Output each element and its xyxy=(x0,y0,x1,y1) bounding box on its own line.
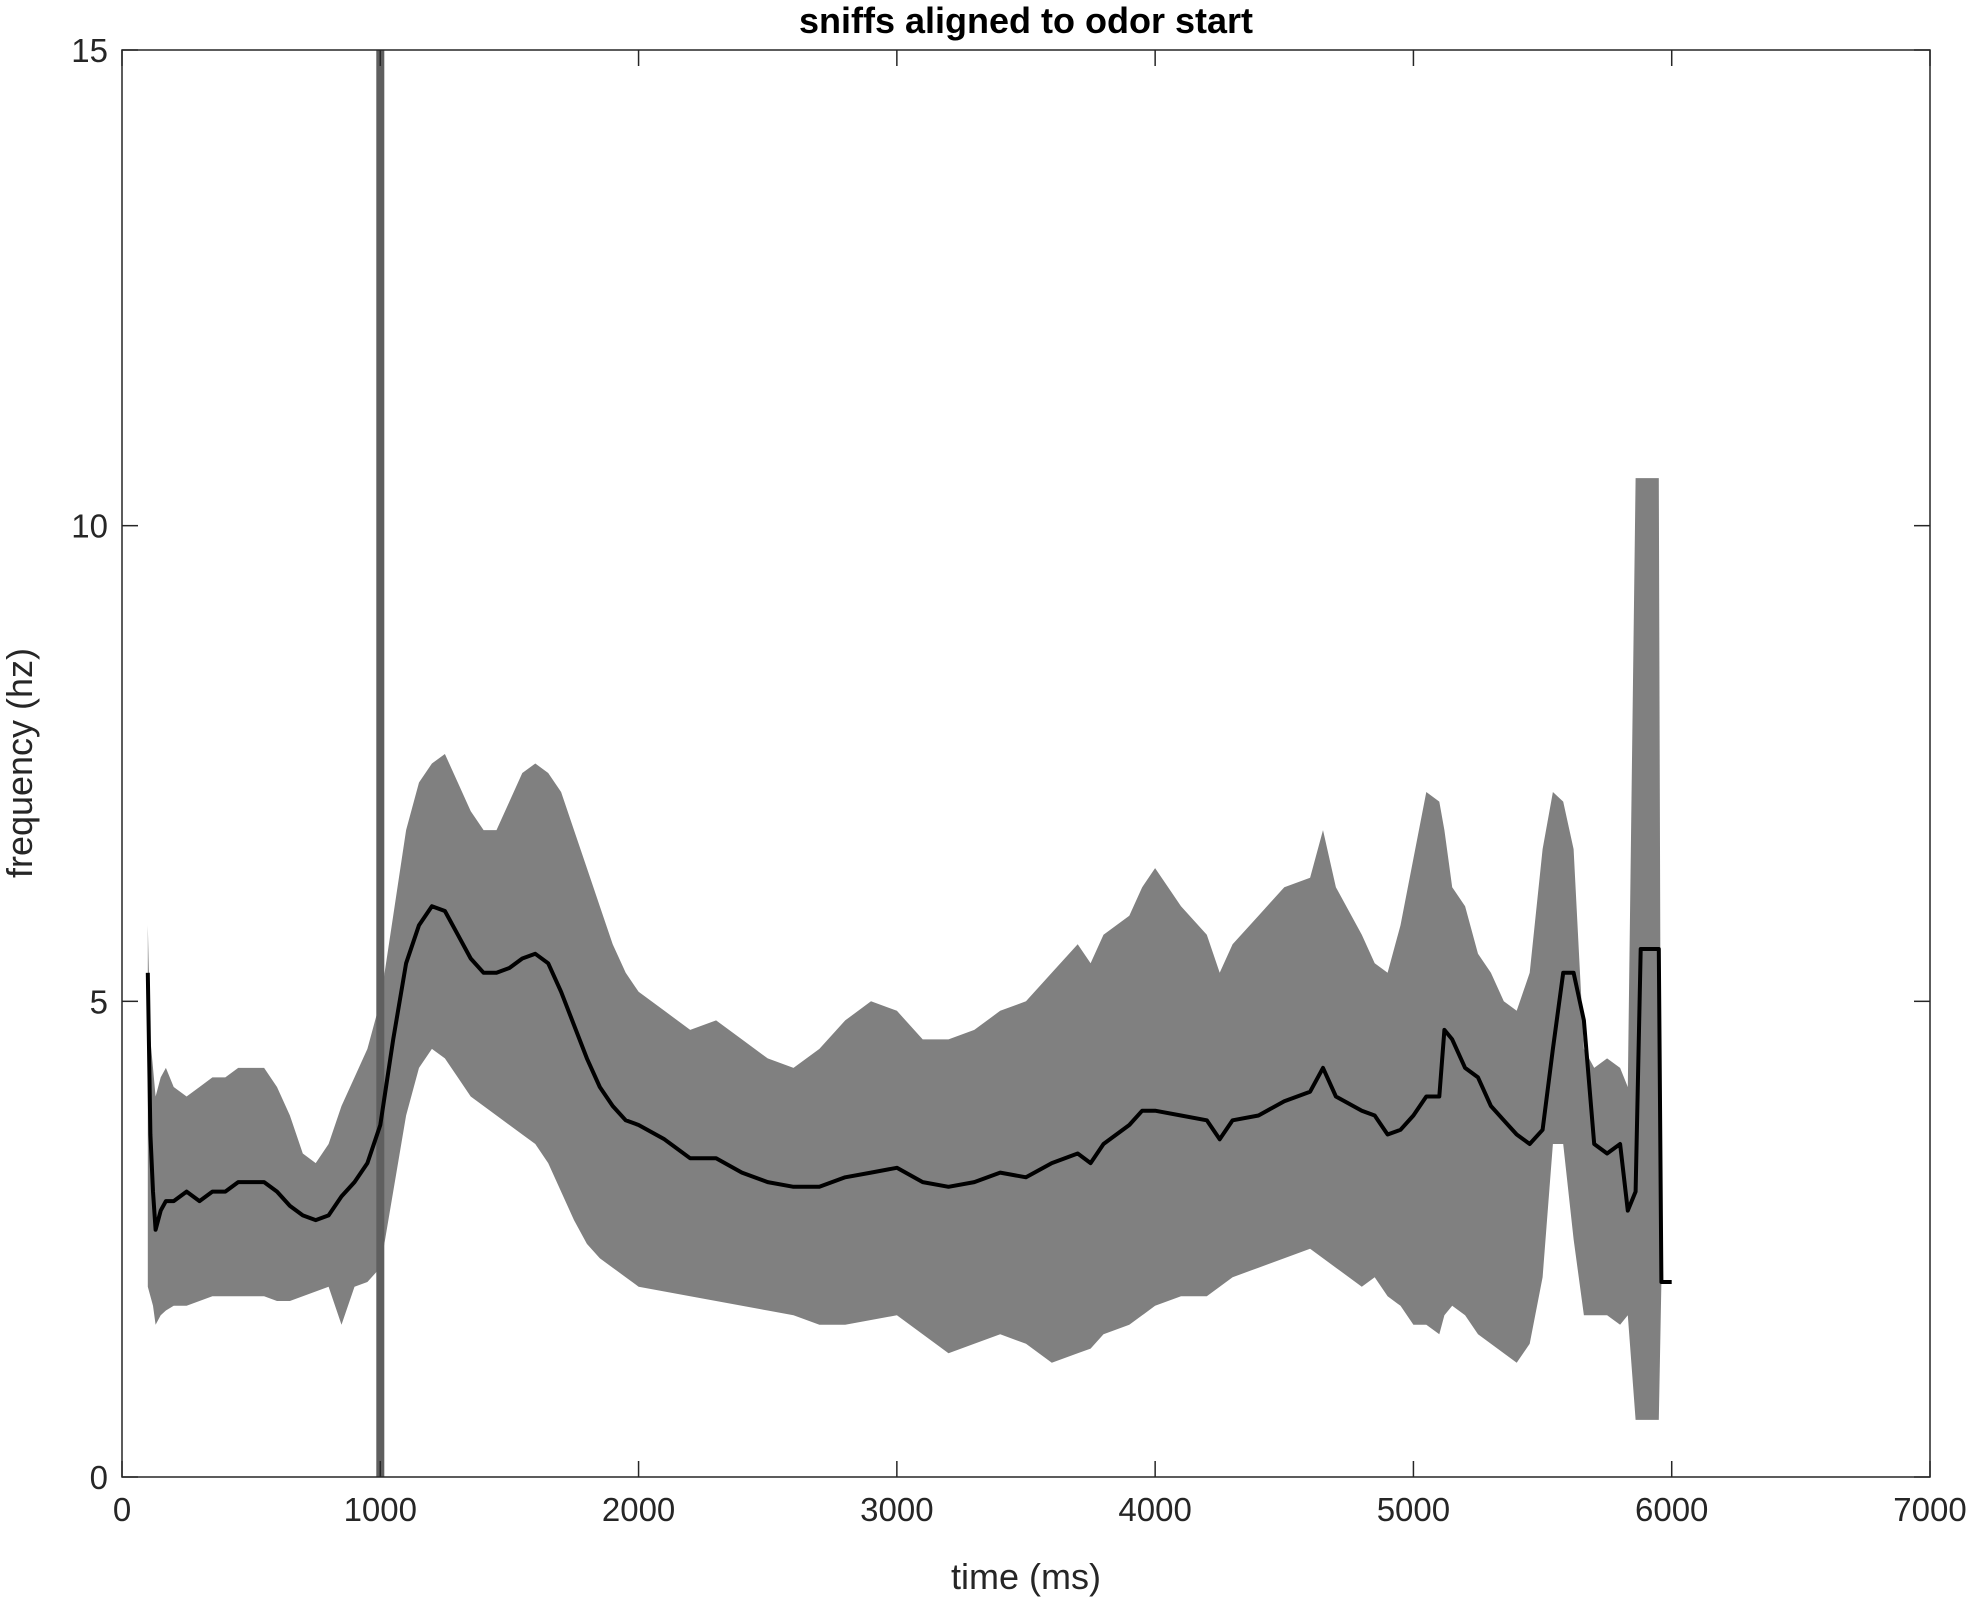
y-tick-label: 0 xyxy=(90,1459,108,1496)
chart-title: sniffs aligned to odor start xyxy=(799,0,1253,41)
axes-box xyxy=(121,49,1931,1478)
x-tick-label: 1000 xyxy=(344,1491,417,1528)
x-tick-label: 7000 xyxy=(1893,1491,1966,1528)
axes-frame xyxy=(121,49,1931,1478)
x-axis-tick-labels: 0 1000 2000 3000 4000 5000 6000 7000 xyxy=(113,1491,1967,1528)
x-tick-label: 4000 xyxy=(1118,1491,1191,1528)
y-axis-ticks xyxy=(122,49,1930,1478)
y-axis-tick-labels: 0 5 10 15 xyxy=(71,32,108,1496)
x-tick-label: 2000 xyxy=(602,1491,675,1528)
x-axis-ticks xyxy=(121,50,1931,1477)
x-tick-label: 0 xyxy=(113,1491,131,1528)
y-tick-label: 15 xyxy=(71,32,108,69)
y-tick-label: 5 xyxy=(90,983,108,1020)
odor-start-marker xyxy=(376,50,385,1477)
y-tick-label: 10 xyxy=(71,508,108,545)
x-tick-label: 6000 xyxy=(1635,1491,1708,1528)
mean-frequency-line xyxy=(145,904,1672,1284)
confidence-band xyxy=(147,478,1672,1420)
x-tick-label: 3000 xyxy=(860,1491,933,1528)
x-tick-label: 5000 xyxy=(1377,1491,1450,1528)
x-axis-label: time (ms) xyxy=(951,1556,1101,1597)
y-axis-label: frequency (hz) xyxy=(0,648,40,878)
